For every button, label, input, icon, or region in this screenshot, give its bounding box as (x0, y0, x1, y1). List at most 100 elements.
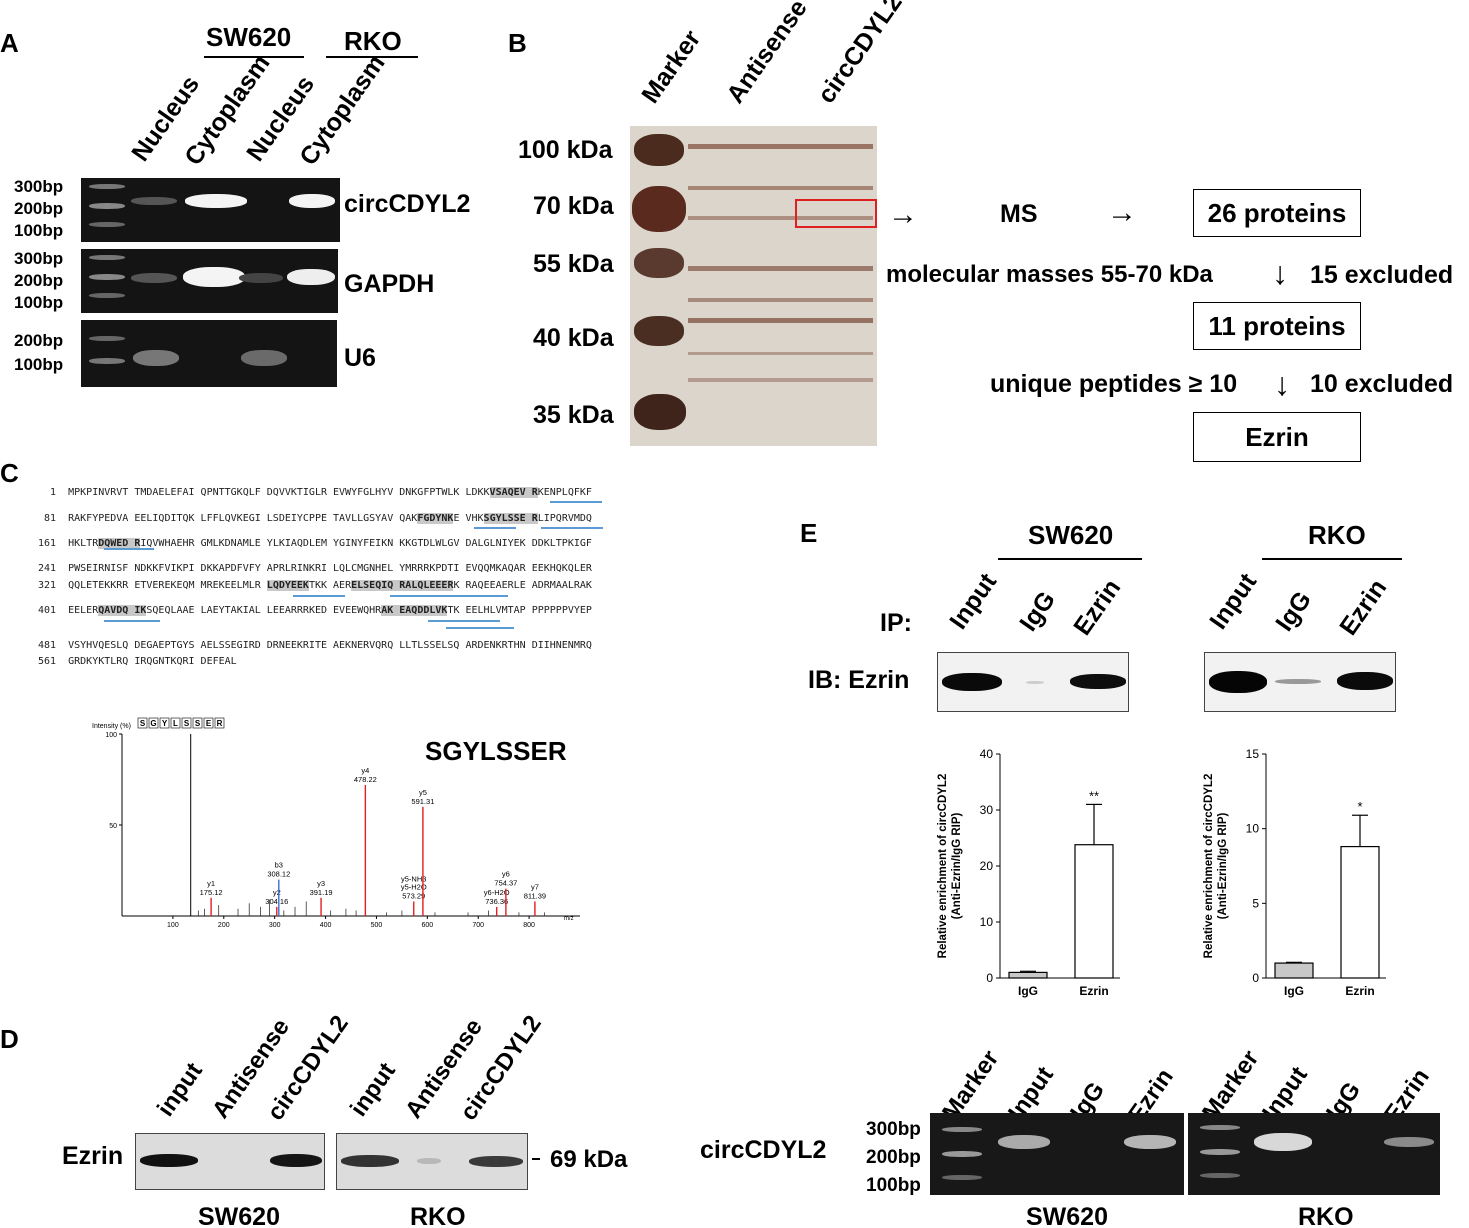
a-ladder-3: 200bp 100bp (14, 331, 64, 374)
c-residue-box (148, 717, 159, 729)
c-residue-box (192, 717, 203, 729)
e-rip-gel-sw620 (930, 1113, 1184, 1195)
a-gel-label: GAPDH (344, 270, 435, 298)
b-ezrin-box: Ezrin (1193, 412, 1361, 462)
c-identified-peptide: QAVDQ IK (98, 605, 147, 616)
c-residue-box (181, 717, 192, 729)
chart-ytick-label: 0 (1252, 971, 1259, 985)
c-residue-letter: L (173, 719, 178, 728)
c-fragment-ion-label: y5-H2O (401, 882, 427, 891)
c-fragment-mz-label: 391.19 (310, 888, 333, 897)
c-residue-box (137, 717, 148, 729)
c-residue-number: 401 (38, 605, 69, 616)
e-ib-label: IB: Ezrin (808, 666, 910, 694)
e-rip-chart-sw620: 0 10 20 30 40 Relative enrichment of circCDYL… (937, 747, 1120, 998)
c-spectrum-xtick-label: 600 (421, 922, 433, 929)
chart-bar (1340, 845, 1380, 979)
e-ip-blot-rko (1204, 652, 1396, 712)
c-spectrum-ytick-label: 100 (105, 732, 117, 739)
b-marker-label: 70 kDa (533, 192, 614, 220)
c-fragment-ion-label: y6 (502, 870, 510, 879)
chart-category-label: IgG (1018, 984, 1038, 998)
c-residue-letter: E (206, 719, 212, 728)
a-rko-line (326, 56, 418, 58)
c-identified-peptide: DQWED R (98, 538, 141, 549)
c-fragment-mz-label: 478.22 (354, 775, 377, 784)
c-residue-letter: S (140, 719, 146, 728)
panel-d-label: D (0, 1024, 19, 1054)
c-residue-number: 1 (38, 487, 69, 498)
c-sequence-segment: QQLETEKKRR ETVEREKEQM MREKEELMLR (68, 580, 267, 591)
c-peptide-underline (474, 527, 516, 529)
c-fragment-ion-label: y2 (273, 888, 281, 897)
b-excl2: 10 excluded (1310, 370, 1454, 398)
chart-ytick-label: 10 (980, 915, 994, 929)
c-peptide-underline (104, 620, 160, 622)
d-blot-sw620 (135, 1133, 325, 1190)
b-11-proteins-box: 11 proteins (1193, 302, 1361, 350)
b-excl1: 15 excluded (1310, 261, 1454, 289)
c-fragment-ion-label: y1 (207, 879, 215, 888)
chart-bar (1008, 971, 1048, 979)
c-identified-peptide: AK EAQDDLVK (381, 605, 448, 616)
c-sequence-segment: RAKFYPEDVA EELIQDITQK LFFLQVKEGI LSDEIYC… (68, 513, 418, 524)
c-sequence-segment: EELER (68, 605, 99, 616)
c-spectrum-xtick-label: 300 (269, 922, 281, 929)
c-peptide-underline (446, 627, 514, 629)
c-fragment-mz-label: 573.29 (402, 891, 425, 900)
c-peptide-underline (550, 501, 602, 503)
e-cell-label: RKO (1308, 520, 1366, 550)
d-size-label: 69 kDa (550, 1146, 628, 1173)
d-lane-label: input (152, 1057, 208, 1122)
arrow-down-icon: ↓ (1272, 255, 1288, 291)
chart-bar (1274, 962, 1314, 979)
chart-bar (1074, 844, 1114, 979)
c-identified-peptide: LQDYEEK (266, 580, 309, 591)
d-target-label: Ezrin (62, 1142, 124, 1170)
c-spectrum-xtick-label: 500 (371, 922, 383, 929)
c-sequence-line: 401 EELERQAVDQ IKSQEQLAAE LAEYTAKIAL LEE… (38, 605, 592, 616)
b-lane-label: Marker (636, 25, 707, 109)
e-ip-lane: Ezrin (1068, 574, 1127, 641)
e-ip-label: IP: (880, 609, 912, 637)
chart-significance: * (1357, 799, 1362, 814)
c-sequence-segment: TKK AER (308, 580, 352, 591)
c-fragment-mz-label: 754.37 (494, 879, 517, 888)
c-sequence-line: 161 HKLTRDQWED RIQVWHAEHR GMLKDNAMLE YLK… (38, 538, 592, 549)
b-marker-label: 55 kDa (533, 250, 614, 278)
c-peptide-underline (293, 595, 345, 597)
c-spectrum-xtick-label: 700 (472, 922, 484, 929)
a-gel-gapdh (81, 249, 338, 313)
a-gel-label: circCDYL2 (344, 190, 471, 218)
d-size-tick (532, 1158, 540, 1160)
b-26-proteins-box: 26 proteins (1193, 189, 1361, 237)
c-fragment-ion-label: y7 (531, 882, 539, 891)
c-residue-box (159, 717, 170, 729)
c-sequence-segment: E VHK (453, 513, 484, 524)
c-sequence-segment: HKLTR (68, 538, 99, 549)
a-gel-u6 (81, 320, 337, 387)
chart-ytick-label: 15 (1246, 747, 1260, 761)
e-ip-lane: IgG (1014, 586, 1062, 637)
e-ip-lane: Input (944, 568, 1003, 635)
c-spectrum-xtick-label: 100 (167, 922, 179, 929)
d-blot-rko (336, 1133, 528, 1190)
c-residue-number: 561 (38, 656, 69, 667)
c-residue-number: 81 (38, 513, 69, 524)
arrow-down-icon: ↓ (1274, 366, 1290, 402)
c-spectrum-ytick-label: 50 (109, 823, 117, 830)
arrow-right-icon: → (1107, 196, 1137, 229)
e-rip-gel-rko (1188, 1113, 1440, 1195)
c-identified-peptide: VSAQEV R (489, 487, 538, 498)
c-sequence-segment: SQEQLAAE LAEYTAKIAL LEEARRRKED EVEEWQHR (146, 605, 382, 616)
chart-ytick-label: 40 (980, 747, 994, 761)
c-fragment-mz-label: 811.39 (524, 891, 546, 900)
panel-e-label: E (800, 518, 818, 548)
chart-category-label: Ezrin (1079, 984, 1108, 998)
chart-ytick-label: 0 (986, 971, 993, 985)
a-gel-label: U6 (344, 344, 376, 372)
c-sequence-segment: LIPQRVMDQ (537, 513, 592, 524)
c-residue-box (203, 717, 214, 729)
c-residue-letter: S (195, 719, 201, 728)
e-cell-label: RKO (1298, 1203, 1354, 1228)
